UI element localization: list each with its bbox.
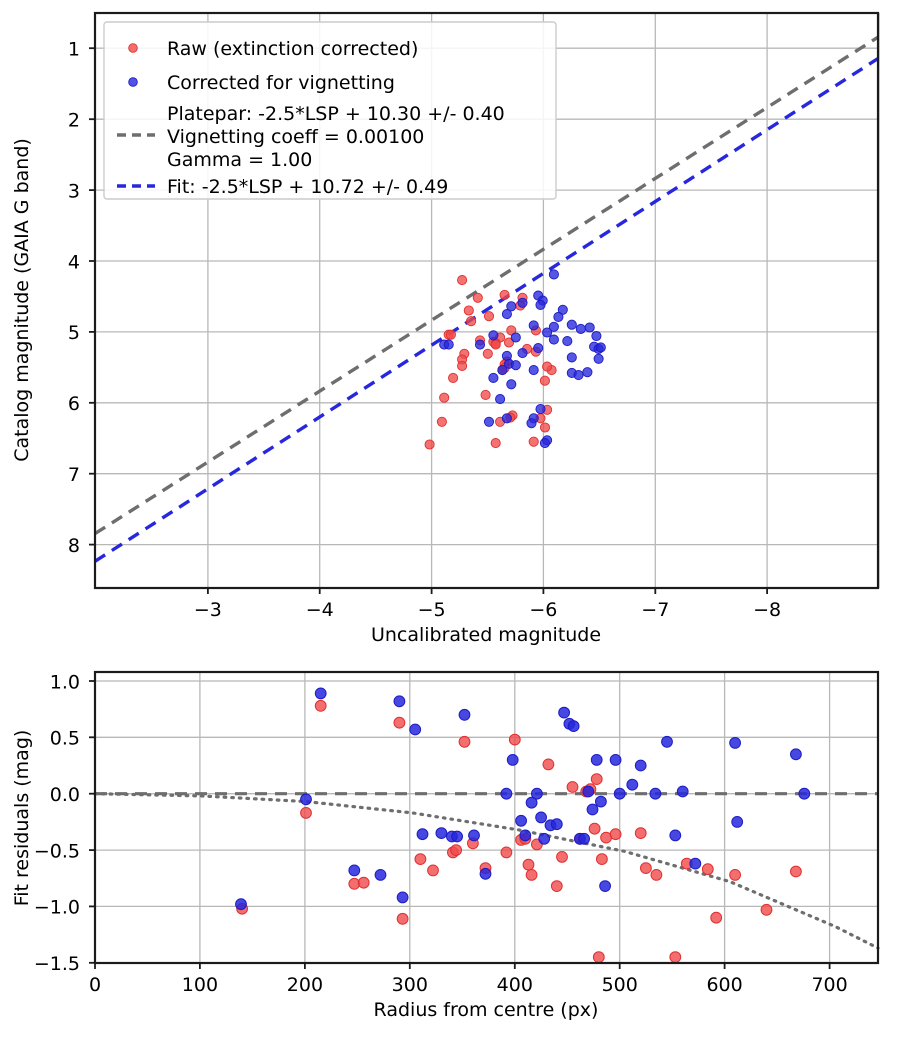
platepar-line <box>94 35 879 536</box>
bottom-xtick-label-6: 600 <box>706 974 742 996</box>
bottom-xtick-label-7: 700 <box>811 974 847 996</box>
top-xtick-label-1: −4 <box>306 599 334 621</box>
vignetting-curve <box>93 792 880 950</box>
top-axes-yticks: 1 2 3 4 5 6 7 8 <box>68 39 95 557</box>
top-ytick-label-6: 7 <box>68 464 80 486</box>
top-axes: Raw (extinction corrected) Corrected for… <box>11 11 880 646</box>
bottom-xtick-label-1: 100 <box>182 974 218 996</box>
top-ytick-label-4: 5 <box>68 322 80 344</box>
legend-label-platepar-3: Gamma = 1.00 <box>167 149 312 171</box>
bottom-ytick-label-4: −1.0 <box>34 897 80 919</box>
bottom-axes-frame <box>93 670 880 965</box>
bottom-ytick-label-0: 1.0 <box>50 671 80 693</box>
bottom-axes-ylabel: Fit residuals (mag) <box>11 730 33 907</box>
top-axes-fit-lines <box>94 35 879 563</box>
top-axes-xticks: −3 −4 −5 −6 −7 −8 <box>194 588 781 621</box>
bottom-xtick-label-4: 400 <box>497 974 533 996</box>
top-xtick-label-3: −6 <box>529 599 557 621</box>
legend-label-raw: Raw (extinction corrected) <box>167 38 418 60</box>
top-ytick-label-1: 2 <box>68 110 80 132</box>
bottom-axes: 0 100 200 300 400 500 600 700 1.0 0.5 0.… <box>11 670 880 1021</box>
top-xtick-label-2: −5 <box>418 599 446 621</box>
bottom-xtick-label-2: 200 <box>287 974 323 996</box>
top-axes-legend: Raw (extinction corrected) Corrected for… <box>103 21 557 200</box>
legend-label-fit: Fit: -2.5*LSP + 10.72 +/- 0.49 <box>167 176 448 198</box>
bottom-xtick-label-5: 500 <box>602 974 638 996</box>
bottom-axes-yticks: 1.0 0.5 0.0 −0.5 −1.0 −1.5 <box>34 671 95 975</box>
legend-label-platepar-1: Platepar: -2.5*LSP + 10.30 +/- 0.40 <box>167 103 505 125</box>
bottom-ytick-label-1: 0.5 <box>50 728 80 750</box>
legend-label-corrected: Corrected for vignetting <box>167 72 395 94</box>
legend-marker-raw <box>128 43 138 53</box>
top-axes-ylabel: Catalog magnitude (GAIA G band) <box>11 138 33 462</box>
legend-label-platepar-2: Vignetting coeff = 0.00100 <box>167 126 424 148</box>
bottom-xtick-label-0: 0 <box>89 974 101 996</box>
top-xtick-label-0: −3 <box>194 599 222 621</box>
top-xtick-label-5: −8 <box>753 599 781 621</box>
legend-marker-corrected <box>128 77 138 87</box>
top-ytick-label-5: 6 <box>68 393 80 415</box>
bottom-xtick-label-3: 300 <box>392 974 428 996</box>
bottom-ytick-label-3: −0.5 <box>34 840 80 862</box>
top-ytick-label-7: 8 <box>68 535 80 557</box>
bottom-ytick-label-5: −1.5 <box>34 953 80 975</box>
bottom-ytick-label-2: 0.0 <box>50 784 80 806</box>
top-ytick-label-2: 3 <box>68 180 80 202</box>
top-xtick-label-4: −7 <box>641 599 669 621</box>
top-ytick-label-3: 4 <box>68 251 80 273</box>
top-axes-xlabel: Uncalibrated magnitude <box>371 624 601 646</box>
top-axes-frame <box>93 11 880 590</box>
fit-line <box>94 57 879 563</box>
bottom-axes-xticks: 0 100 200 300 400 500 600 700 <box>89 963 848 996</box>
top-ytick-label-0: 1 <box>68 39 80 61</box>
bottom-axes-scatter-corrected <box>235 687 811 911</box>
bottom-axes-xlabel: Radius from centre (px) <box>374 999 599 1021</box>
top-axes-scatter-corrected <box>439 269 606 449</box>
